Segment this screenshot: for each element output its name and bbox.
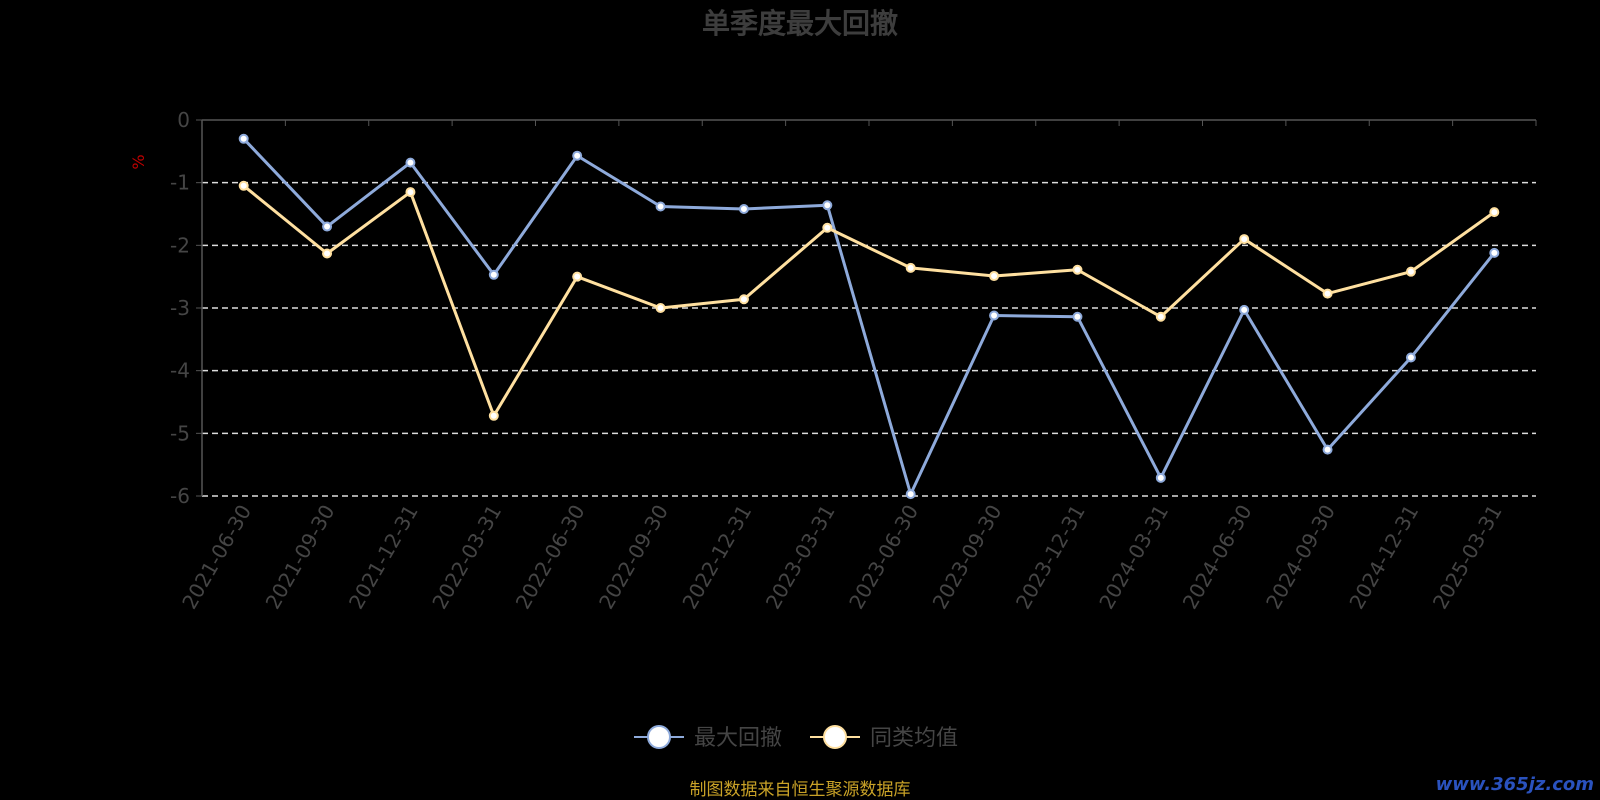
series-line-0 — [242, 137, 1496, 496]
data-point-series-1[interactable] — [1405, 266, 1416, 277]
series-line-1 — [242, 184, 1496, 418]
y-tick-label: 0 — [177, 108, 190, 132]
series-points — [238, 133, 1500, 500]
x-tick-label: 2023-03-31 — [761, 501, 840, 614]
x-tick-label: 2022-06-30 — [511, 501, 590, 614]
x-tick-label: 2023-06-30 — [844, 501, 923, 614]
x-tick-label: 2023-12-31 — [1011, 501, 1090, 614]
x-tick-label: 2024-03-31 — [1094, 501, 1173, 614]
data-point-series-1[interactable] — [572, 271, 583, 282]
x-tick-label: 2023-09-30 — [927, 501, 1006, 614]
axes — [196, 119, 1537, 497]
data-point-series-0[interactable] — [1322, 444, 1333, 455]
legend-drawdown-label: 最大回撤 — [694, 726, 782, 751]
x-tick-label: 2024-09-30 — [1261, 501, 1340, 614]
y-tick-label: -6 — [170, 484, 190, 508]
y-tick-labels: 0 -1 -2 -3 -4 -5 -6 — [170, 108, 190, 508]
data-point-series-1[interactable] — [1239, 234, 1250, 245]
source-note: 制图数据来自恒生聚源数据库 — [690, 780, 911, 800]
legend-drawdown-marker — [647, 725, 671, 749]
data-point-series-1[interactable] — [405, 187, 416, 198]
grid-lines — [202, 181, 1536, 497]
data-point-series-0[interactable] — [572, 150, 583, 161]
data-point-series-0[interactable] — [405, 157, 416, 168]
data-point-series-1[interactable] — [238, 180, 249, 191]
data-point-series-1[interactable] — [322, 248, 333, 259]
data-point-series-0[interactable] — [1155, 472, 1166, 483]
legend-item-peer-average[interactable]: 同类均值 — [810, 725, 958, 751]
data-point-series-1[interactable] — [1072, 264, 1083, 275]
data-point-series-1[interactable] — [989, 271, 1000, 282]
data-point-series-1[interactable] — [488, 410, 499, 421]
data-point-series-0[interactable] — [1239, 304, 1250, 315]
data-point-series-0[interactable] — [488, 269, 499, 280]
data-point-series-0[interactable] — [238, 133, 249, 144]
y-tick-label: -4 — [170, 359, 190, 383]
x-tick-label: 2022-03-31 — [427, 501, 506, 614]
legend: 最大回撤 同类均值 — [634, 725, 958, 751]
x-tick-label: 2021-06-30 — [177, 501, 256, 614]
data-point-series-0[interactable] — [738, 203, 749, 214]
x-tick-labels: 2021-06-30 2021-09-30 2021-12-31 2022-03-31… — [177, 501, 1507, 614]
x-tick-label: 2021-12-31 — [344, 501, 423, 614]
data-point-series-0[interactable] — [905, 489, 916, 500]
data-point-series-1[interactable] — [822, 222, 833, 233]
data-point-series-0[interactable] — [1489, 247, 1500, 258]
data-point-series-0[interactable] — [655, 201, 666, 212]
data-point-series-1[interactable] — [1489, 207, 1500, 218]
x-tick-label: 2021-09-30 — [260, 501, 339, 614]
x-tick-label: 2022-12-31 — [677, 501, 756, 614]
y-tick-label: -3 — [170, 296, 190, 320]
data-point-series-0[interactable] — [322, 221, 333, 232]
chart-title: 单季度最大回撤 — [702, 7, 898, 40]
y-tick-label: -2 — [170, 233, 190, 257]
x-tick-label: 2022-09-30 — [594, 501, 673, 614]
data-point-series-1[interactable] — [738, 294, 749, 305]
legend-peer-marker — [823, 725, 847, 749]
y-tick-label: -1 — [170, 171, 190, 195]
x-tick-label: 2024-12-31 — [1344, 501, 1423, 614]
data-point-series-0[interactable] — [989, 310, 1000, 321]
data-point-series-1[interactable] — [905, 262, 916, 273]
data-point-series-1[interactable] — [1155, 311, 1166, 322]
data-point-series-1[interactable] — [655, 303, 666, 313]
watermark: www.365jz.com — [1436, 774, 1594, 795]
y-axis-unit-label: % — [129, 154, 148, 169]
x-tick-label: 2024-06-30 — [1178, 501, 1257, 614]
series-lines — [242, 137, 1496, 496]
y-tick-label: -5 — [170, 421, 190, 445]
data-point-series-1[interactable] — [1322, 288, 1333, 299]
x-tick-label: 2025-03-31 — [1428, 501, 1507, 614]
legend-peer-label: 同类均值 — [870, 726, 958, 751]
data-point-series-0[interactable] — [1072, 311, 1083, 322]
data-point-series-0[interactable] — [822, 200, 833, 211]
data-point-series-0[interactable] — [1405, 352, 1416, 363]
legend-item-drawdown[interactable]: 最大回撤 — [634, 725, 782, 751]
